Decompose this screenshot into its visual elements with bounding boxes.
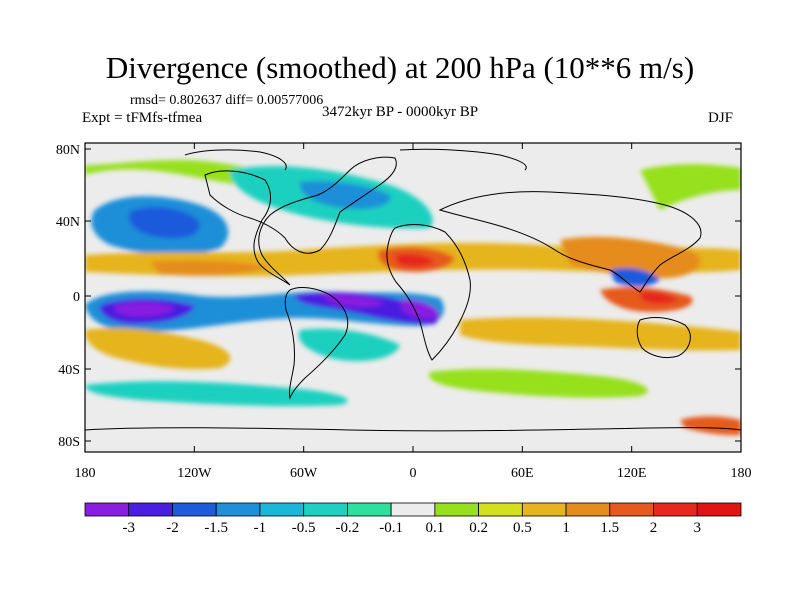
colorbar-label: -1 xyxy=(254,520,267,536)
colorbar-label: -1.5 xyxy=(204,520,228,536)
colorbar-swatch xyxy=(434,502,480,517)
divergence-field xyxy=(85,143,741,452)
colorbar-swatch xyxy=(653,502,698,517)
x-tick-label: 60W xyxy=(290,466,318,481)
y-tick-label: 80N xyxy=(56,143,80,158)
season-label: DJF xyxy=(708,110,734,126)
y-tick-label: 40N xyxy=(56,215,80,230)
x-tick-label: 120E xyxy=(617,466,647,481)
colorbar-label: 1.5 xyxy=(600,520,619,536)
coastlines xyxy=(85,148,741,432)
colorbar-swatch xyxy=(478,502,523,517)
colorbar-label: 0.1 xyxy=(425,520,444,536)
colorbar: -3 -2 -1.5 -1 -0.5 -0.2 -0.1 0.1 0.2 0.5 1 1.5 2 3 xyxy=(84,502,742,536)
stats-label: rmsd= 0.802637 diff= 0.00577006 xyxy=(130,93,324,108)
colorbar-label: 2 xyxy=(650,520,658,536)
colorbar-swatch xyxy=(346,502,392,517)
y-tick-label: 80S xyxy=(58,435,80,450)
colorbar-swatch xyxy=(215,502,261,517)
x-tick-label: 60E xyxy=(511,466,534,481)
colorbar-label: 1 xyxy=(562,520,570,536)
experiment-label: Expt = tFMfs-tfmea xyxy=(82,110,203,126)
colorbar-swatch xyxy=(259,502,305,517)
x-tick-label: 120W xyxy=(177,466,212,481)
colorbar-label: -0.1 xyxy=(379,520,403,536)
colorbar-swatch xyxy=(303,502,348,517)
x-tick-label: 180 xyxy=(731,466,752,481)
colorbar-label: 0.5 xyxy=(513,520,532,536)
x-tick-label: 0 xyxy=(410,466,417,481)
y-tick-label: 0 xyxy=(73,290,80,305)
x-axis: 180 120W 60W 0 60E 120E 180 xyxy=(75,143,752,481)
colorbar-label: -0.2 xyxy=(336,520,360,536)
period-label: 3472kyr BP - 0000kyr BP xyxy=(322,104,479,120)
colorbar-label: -0.5 xyxy=(292,520,316,536)
colorbar-label: -3 xyxy=(122,520,135,536)
colorbar-swatch xyxy=(609,502,654,517)
x-tick-label: 180 xyxy=(75,466,96,481)
colorbar-swatch xyxy=(84,502,130,517)
colorbar-swatch xyxy=(696,502,742,517)
y-axis: 80N 40N 0 40S 80S xyxy=(56,143,741,450)
y-tick-label: 40S xyxy=(58,363,80,378)
colorbar-swatch xyxy=(128,502,173,517)
colorbar-swatch xyxy=(390,502,436,517)
colorbar-swatch xyxy=(172,502,217,517)
colorbar-label: -2 xyxy=(166,520,179,536)
colorbar-label: 3 xyxy=(694,520,702,536)
chart-title: Divergence (smoothed) at 200 hPa (10**6 … xyxy=(105,50,695,85)
colorbar-swatch xyxy=(521,502,567,517)
colorbar-swatch xyxy=(565,502,611,517)
colorbar-label: 0.2 xyxy=(469,520,488,536)
